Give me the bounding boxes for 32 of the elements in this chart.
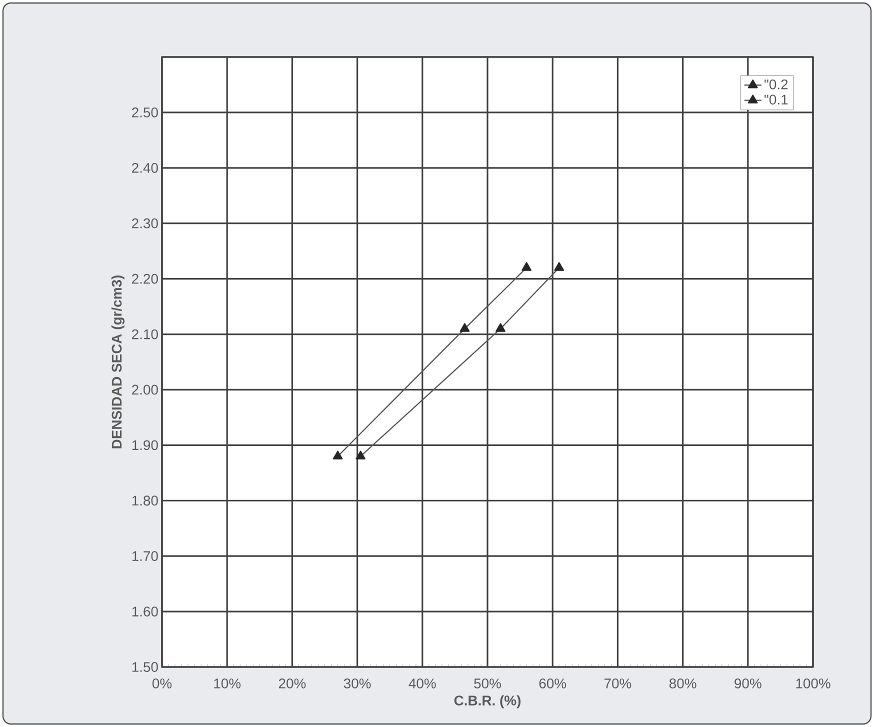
point: [460, 323, 470, 332]
y-tick-label: 1.80: [132, 496, 158, 506]
x-tick-label: 60%: [539, 678, 566, 688]
x-tick-label: 40%: [408, 678, 436, 688]
x-tick-label: 50%: [474, 678, 501, 688]
y-tick-label: 2.30: [132, 218, 158, 228]
y-axis-title: DENSIDAD SECA (gr/cm3): [111, 276, 124, 448]
x-tick-label: 30%: [344, 678, 371, 688]
y-tick-label: 1.60: [132, 606, 158, 616]
x-tick-label: 20%: [278, 678, 306, 688]
legend-label: "0.1: [764, 94, 788, 105]
x-tick-label: 70%: [604, 678, 632, 688]
y-tick-label: 1.90: [132, 440, 158, 450]
point: [496, 323, 506, 332]
point: [522, 262, 532, 271]
x-tick-label: 80%: [669, 678, 696, 688]
y-tick-label: 2.00: [132, 384, 158, 395]
x-axis-title: C.B.R. (%): [454, 695, 521, 708]
point: [554, 262, 564, 271]
y-tick-label: 1.50: [132, 662, 158, 672]
y-tick-label: 2.10: [132, 329, 158, 340]
y-tick-label: 2.50: [132, 108, 158, 118]
y-tick-label: 2.40: [132, 162, 158, 173]
x-tick-label: 0%: [152, 678, 172, 688]
x-tick-label: 10%: [214, 678, 241, 688]
point: [332, 450, 343, 460]
y-tick-label: 2.20: [132, 274, 158, 284]
y-tick-label: 1.70: [132, 551, 158, 562]
legend-label: "0.2: [764, 79, 788, 90]
x-tick-label: 100%: [796, 678, 830, 688]
x-tick-label: 90%: [734, 678, 762, 688]
point: [356, 450, 366, 460]
